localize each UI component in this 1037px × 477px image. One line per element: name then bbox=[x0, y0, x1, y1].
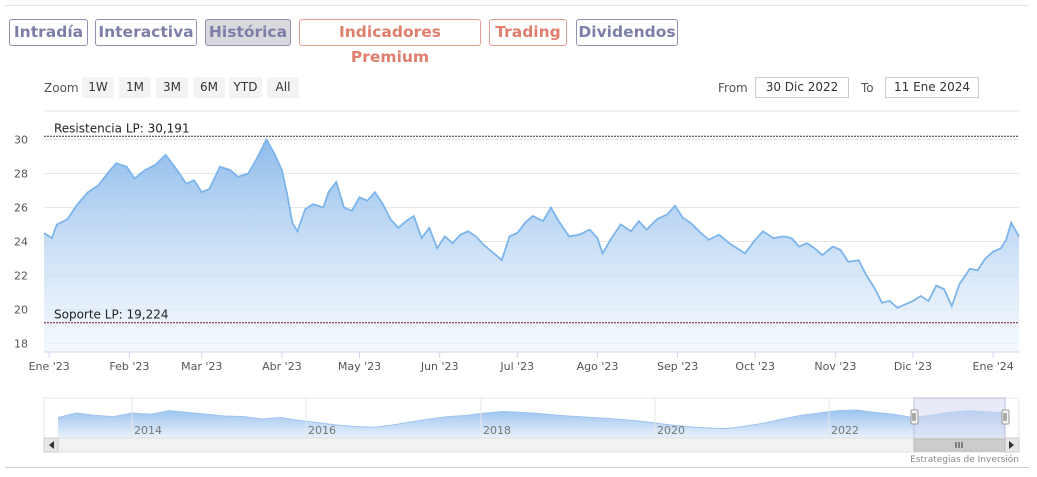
zoom-1m-button[interactable]: 1M bbox=[119, 77, 151, 98]
zoom-3m-button[interactable]: 3M bbox=[156, 77, 188, 98]
top-divider bbox=[5, 5, 1029, 6]
resistance-label: Resistencia LP: 30,191 bbox=[54, 121, 190, 135]
to-label: To bbox=[861, 81, 874, 95]
y-tick-label: 18 bbox=[14, 338, 28, 351]
zoom-1w-button[interactable]: 1W bbox=[82, 77, 114, 98]
zoom-6m-button[interactable]: 6M bbox=[193, 77, 225, 98]
x-tick-label: Oct '23 bbox=[735, 360, 775, 373]
bottom-divider bbox=[5, 467, 1029, 468]
from-label: From bbox=[718, 81, 748, 95]
x-axis: Ene '23 Feb '23 Mar '23 Abr '23 May '23 Jun '… bbox=[29, 351, 1019, 373]
navigator-year-label: 2018 bbox=[483, 424, 511, 437]
chart-grid bbox=[44, 139, 1019, 344]
y-tick-label: 22 bbox=[14, 270, 28, 283]
x-tick-label: Nov '23 bbox=[814, 360, 856, 373]
navigator-left-handle[interactable] bbox=[910, 409, 919, 425]
y-tick-label: 24 bbox=[14, 236, 28, 249]
x-tick-label: May '23 bbox=[338, 360, 381, 373]
zoom-label: Zoom bbox=[44, 81, 79, 95]
tab-intradia[interactable]: Intradía bbox=[9, 19, 88, 46]
y-tick-label: 26 bbox=[14, 202, 28, 215]
navigator[interactable]: 2014 2016 2018 2020 2022 Estrategias de Inver… bbox=[43, 397, 1020, 465]
navigator-year-label: 2020 bbox=[657, 424, 685, 437]
support-label: Soporte LP: 19,224 bbox=[54, 308, 169, 322]
x-tick-label: Jun '23 bbox=[420, 360, 459, 373]
x-tick-label: Sep '23 bbox=[657, 360, 698, 373]
y-tick-label: 28 bbox=[14, 168, 28, 181]
navigator-selection[interactable] bbox=[913, 397, 1006, 439]
support-resistance-lines: Resistencia LP: 30,191 Soporte LP: 19,224 bbox=[44, 121, 1019, 324]
x-tick-label: Abr '23 bbox=[262, 360, 302, 373]
scrollbar-left-button[interactable] bbox=[43, 437, 59, 453]
x-tick-label: Ene '24 bbox=[973, 360, 1014, 373]
tab-interactiva[interactable]: Interactiva bbox=[95, 19, 197, 46]
tab-indicadores-premium[interactable]: Indicadores Premium bbox=[299, 19, 481, 66]
chevron-right-icon bbox=[1009, 441, 1014, 449]
y-tick-label: 30 bbox=[14, 134, 28, 147]
scrollbar-right-button[interactable] bbox=[1004, 437, 1020, 453]
navigator-frame bbox=[43, 397, 1020, 439]
x-tick-label: Mar '23 bbox=[181, 360, 222, 373]
credit-label: Estrategias de Inversión bbox=[910, 454, 1019, 465]
series-line bbox=[43, 137, 1020, 309]
area-fill bbox=[44, 139, 1019, 352]
navigator-year-label: 2016 bbox=[308, 424, 336, 437]
from-date-input[interactable]: 30 Dic 2022 bbox=[755, 77, 849, 98]
navigator-line bbox=[57, 409, 1006, 430]
x-tick-label: Jul '23 bbox=[499, 360, 534, 373]
x-tick-label: Ago '23 bbox=[577, 360, 619, 373]
series-area bbox=[43, 137, 1020, 352]
y-axis: 18 20 22 24 26 28 30 bbox=[14, 134, 28, 351]
navigator-year-label: 2022 bbox=[831, 424, 859, 437]
scrollbar-track[interactable] bbox=[43, 437, 1020, 453]
navigator-area bbox=[58, 410, 1005, 438]
zoom-all-button[interactable]: All bbox=[267, 77, 299, 98]
navigator-right-handle[interactable] bbox=[1001, 409, 1010, 425]
zoom-ytd-button[interactable]: YTD bbox=[229, 77, 262, 98]
navigator-year-label: 2014 bbox=[134, 424, 162, 437]
tab-dividendos[interactable]: Dividendos bbox=[576, 19, 678, 46]
chevron-left-icon bbox=[49, 441, 54, 449]
to-date-input[interactable]: 11 Ene 2024 bbox=[885, 77, 979, 98]
tab-historica[interactable]: Histórica bbox=[205, 19, 291, 46]
x-tick-label: Dic '23 bbox=[894, 360, 932, 373]
x-tick-label: Ene '23 bbox=[29, 360, 70, 373]
tab-trading[interactable]: Trading bbox=[489, 19, 567, 46]
x-tick-label: Feb '23 bbox=[109, 360, 149, 373]
y-tick-label: 20 bbox=[14, 304, 28, 317]
scrollbar-thumb[interactable] bbox=[913, 438, 1006, 452]
